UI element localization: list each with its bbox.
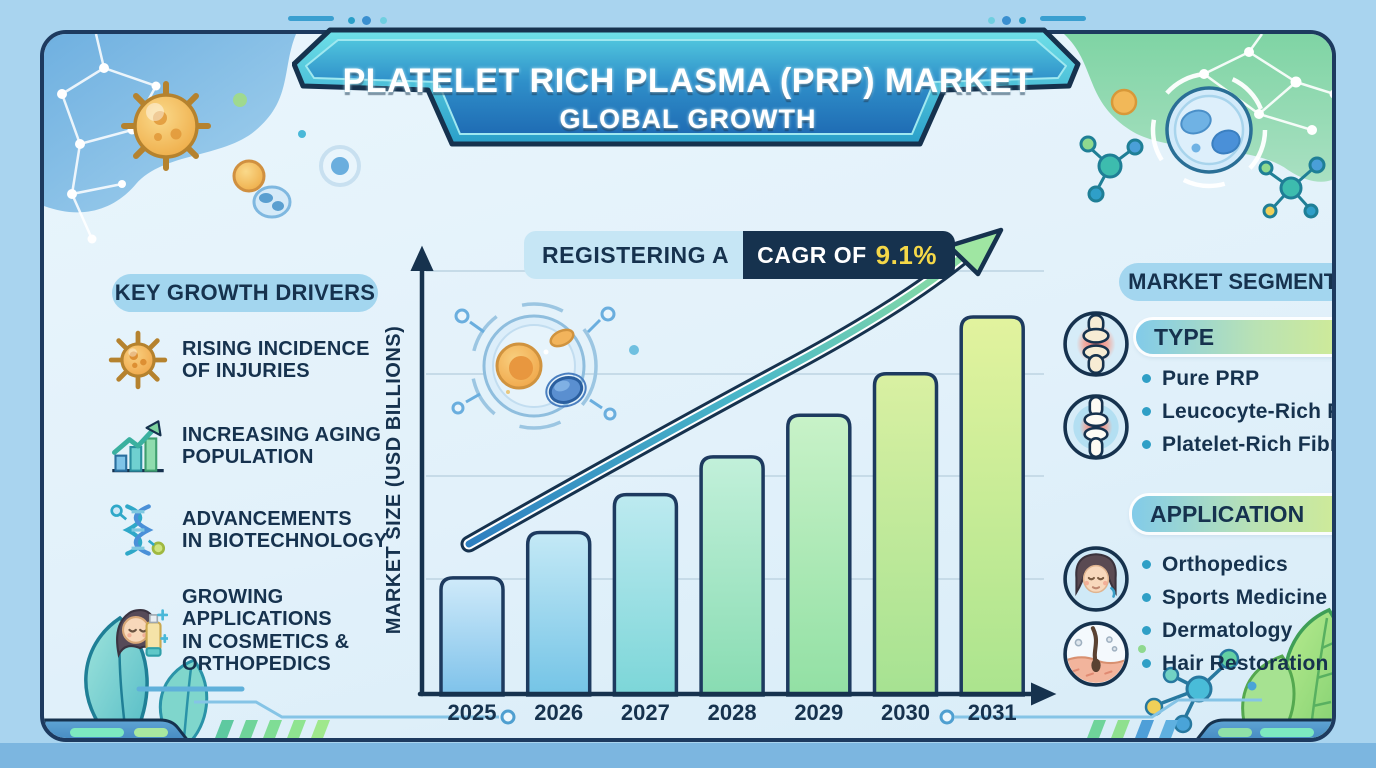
cosmetics-icon — [116, 608, 168, 658]
driver-item: GROWING APPLICATIONS IN COSMETICS & ORTH… — [108, 586, 349, 676]
molecule-network-icon — [1199, 34, 1332, 135]
cagr-banner: REGISTERING A CAGR OF 9.1% — [524, 231, 955, 279]
bar-2027 — [612, 492, 679, 697]
application-list: Orthopedics Sports Medicine Dermatology Hai… — [1142, 548, 1332, 680]
diagonal-slashes — [215, 720, 1178, 738]
molecule-icon — [1258, 156, 1326, 219]
hair-follicle-icon — [1063, 621, 1129, 687]
virus-cell-icon — [108, 330, 168, 390]
outer-bottom-band — [0, 743, 1376, 768]
segment-item-label: Dermatology — [1162, 618, 1293, 642]
bullet-icon — [1142, 560, 1151, 569]
cagr-label-box: CAGR OF 9.1% — [743, 231, 955, 279]
leaf-icon — [84, 615, 209, 738]
growth-chart-icon — [112, 420, 164, 473]
driver-item: ADVANCEMENTS IN BIOTECHNOLOGY — [108, 500, 387, 560]
circuit-lines — [136, 686, 1262, 725]
x-tick-label: 2030 — [881, 700, 930, 724]
accent-dot — [988, 17, 995, 24]
x-tick-label: 2027 — [621, 700, 670, 724]
bar-2031 — [959, 315, 1025, 697]
molecule-icon — [1079, 88, 1144, 203]
cagr-value: 9.1% — [875, 239, 937, 270]
segment-item: Hair Restoration — [1142, 647, 1332, 680]
accent-line — [1040, 16, 1086, 21]
segment-item-label: Orthopedics — [1162, 552, 1288, 576]
type-section-heading: TYPE — [1136, 320, 1332, 354]
x-tick-label: 2029 — [794, 700, 843, 724]
joint-inflammation-icon — [1063, 394, 1129, 460]
dna-icon — [110, 504, 166, 556]
driver-label: RISING INCIDENCE OF INJURIES — [182, 337, 370, 382]
driver-label: INCREASING AGING POPULATION — [182, 423, 382, 468]
bullet-icon — [1142, 440, 1151, 449]
bar-2028 — [699, 455, 765, 697]
segment-item-label: Sports Medicine — [1162, 585, 1328, 609]
x-axis-labels: 2025 2026 2027 2028 2029 2030 2031 — [448, 700, 1017, 724]
segment-item-label: Pure PRP — [1162, 366, 1260, 390]
large-cell-illustration — [1150, 71, 1268, 189]
driver-item: INCREASING AGING POPULATION — [108, 416, 381, 476]
cagr-label: CAGR OF — [757, 241, 867, 268]
segment-item: Sports Medicine — [1142, 581, 1332, 614]
bar-chart: 2025 2026 2027 2028 2029 2030 2031 — [410, 227, 1057, 724]
bar-series — [439, 315, 1025, 697]
segment-item: Orthopedics — [1142, 548, 1332, 581]
title-banner — [292, 27, 1081, 147]
segment-item: Pure PRP — [1142, 362, 1332, 395]
key-growth-drivers-heading: KEY GROWTH DRIVERS — [112, 274, 378, 312]
segment-item-label: Hair Restoration — [1162, 651, 1329, 675]
x-tick-label: 2031 — [968, 700, 1017, 724]
application-section-heading: APPLICATION — [1132, 496, 1332, 532]
chart-axes — [410, 245, 1057, 706]
bar-2029 — [786, 413, 852, 697]
knee-joint-icon — [1063, 311, 1129, 377]
bullet-icon — [1142, 593, 1151, 602]
segment-item-label: Leucocyte-Rich PRP — [1162, 399, 1332, 423]
segment-item-label: Platelet-Rich Fibrin — [1162, 432, 1332, 456]
bar-2030 — [872, 371, 939, 697]
cagr-prefix: REGISTERING A — [524, 231, 744, 279]
leaf-icon — [1241, 607, 1332, 738]
x-tick-label: 2028 — [708, 700, 757, 724]
type-list: Pure PRP Leucocyte-Rich PRP Platelet-Rich … — [1142, 362, 1332, 461]
growth-arrow-icon — [460, 227, 1004, 553]
market-segments-heading: MARKET SEGMENTS — [1119, 263, 1332, 301]
bullet-icon — [1142, 374, 1151, 383]
bullet-icon — [1142, 659, 1151, 668]
accent-dot — [1002, 16, 1011, 25]
title-line-2: GLOBAL GROWTH — [559, 104, 817, 134]
title-line-1: PLATELET RICH PLASMA (PRP) MARKET — [342, 62, 1034, 100]
bullet-icon — [1142, 626, 1151, 635]
segment-item: Dermatology — [1142, 614, 1332, 647]
driver-label: GROWING APPLICATIONS IN COSMETICS & ORTH… — [182, 586, 350, 676]
accent-dot — [362, 16, 371, 25]
main-panel: MARKET SIZE (USD BILLIONS) — [40, 30, 1336, 742]
bottom-left-tab — [44, 718, 188, 738]
accent-dot — [380, 17, 387, 24]
virus-cell-illustration — [121, 81, 361, 219]
cell-illustration — [451, 302, 639, 430]
background-decorations — [44, 34, 1332, 738]
driver-item: RISING INCIDENCE OF INJURIES — [108, 330, 370, 390]
bottom-right-tab — [1196, 718, 1332, 738]
bar-2026 — [525, 530, 592, 697]
x-tick-label: 2026 — [534, 700, 583, 724]
accent-dot — [1019, 17, 1026, 24]
segment-item: Platelet-Rich Fibrin — [1142, 428, 1332, 461]
face-icon — [1063, 546, 1129, 612]
x-tick-label: 2025 — [448, 700, 497, 724]
driver-label: ADVANCEMENTS IN BIOTECHNOLOGY — [182, 507, 388, 552]
page-title: PLATELET RICH PLASMA (PRP) MARKET GLOBAL… — [292, 62, 1084, 135]
segment-item: Leucocyte-Rich PRP — [1142, 395, 1332, 428]
bullet-icon — [1142, 407, 1151, 416]
bar-2025 — [439, 576, 505, 697]
accent-line — [288, 16, 334, 21]
accent-dot — [348, 17, 355, 24]
